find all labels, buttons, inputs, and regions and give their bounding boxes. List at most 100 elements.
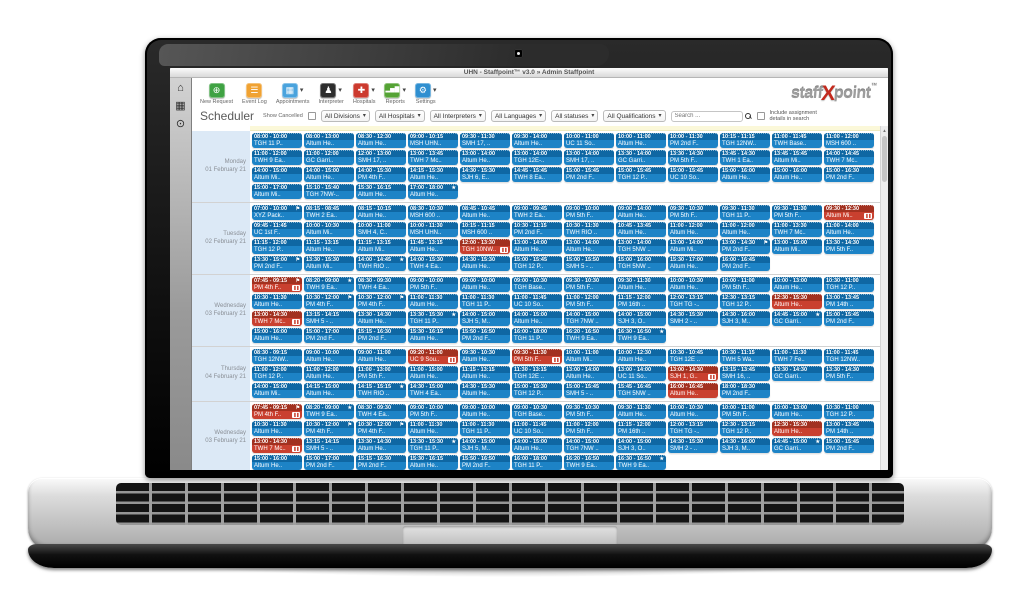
- appointment-chip[interactable]: 11:15 - 12:00 TGH 12 P..: [252, 239, 302, 254]
- appointment-chip[interactable]: 13:30 - 15:30 ★ TGH 11 P..: [408, 311, 458, 326]
- appointment-chip[interactable]: 13:00 - 14:30 ⚑ PM 2nd F..: [720, 239, 770, 254]
- appointment-chip[interactable]: 09:00 - 09:45 TWH 2 Ea..: [512, 205, 562, 220]
- appointment-chip[interactable]: 11:15 - 13:15 Altum He..: [304, 239, 354, 254]
- filter-dropdown-all-languages[interactable]: All Languages ▾: [490, 110, 547, 122]
- appointment-chip[interactable]: 15:30 - 17:00 Altum He..: [668, 256, 718, 271]
- appointment-chip[interactable]: 13:00 - 14:00 Altum He..: [564, 366, 614, 381]
- toolbar-button-interpreter[interactable]: ♟ ▾ Interpreter: [318, 82, 344, 105]
- appointment-chip[interactable]: 15:50 - 16:50 PM 2nd F..: [460, 455, 510, 470]
- appointment-chip[interactable]: 10:00 - 11:00 UC 11 So..: [564, 133, 614, 148]
- appointment-chip[interactable]: 16:30 - 16:50 ★ TWH 9 Ea..: [616, 455, 666, 470]
- appointment-chip[interactable]: 16:00 - 16:45 Altum He..: [668, 383, 718, 398]
- appointment-chip[interactable]: 09:00 - 10:00 Altum He..: [460, 277, 510, 292]
- appointment-chip[interactable]: 10:15 - 11:15 MSH 600 ..: [460, 222, 510, 237]
- appointment-chip[interactable]: 14:30 - 16:00 SJH 3, M..: [720, 438, 770, 453]
- appointment-chip[interactable]: 07:00 - 10:00 ⚑ XYZ Pack..: [252, 205, 302, 220]
- appointment-chip[interactable]: 13:00 - 13:45 PM 14th ..: [824, 421, 874, 436]
- appointment-chip[interactable]: 15:00 - 16:00 Altum He..: [772, 167, 822, 182]
- appointment-chip[interactable]: 11:00 - 12:00 Altum He..: [668, 222, 718, 237]
- appointment-chip[interactable]: 10:30 - 11:30 Altum He..: [252, 294, 302, 309]
- appointment-chip[interactable]: 09:00 - 10:00 PM 5th F..: [564, 205, 614, 220]
- appointment-chip[interactable]: 15:30 - 16:15 Altum He..: [356, 184, 406, 199]
- vertical-scrollbar[interactable]: ▲: [880, 126, 888, 470]
- appointment-chip[interactable]: 11:00 - 11:30 TGH 11 P..: [460, 294, 510, 309]
- appointment-chip[interactable]: 13:15 - 14:15 SMH 5 - ..: [304, 438, 354, 453]
- appointment-chip[interactable]: 11:00 - 11:45 UC 10 So..: [512, 294, 562, 309]
- filter-dropdown-all-hospitals[interactable]: All Hospitals ▾: [374, 110, 425, 122]
- appointment-chip[interactable]: 08:30 - 09:30 TWH 4 Ea..: [356, 277, 406, 292]
- appointment-chip[interactable]: 09:30 - 10:30 PM 5th F..: [564, 404, 614, 419]
- appointment-chip[interactable]: 13:30 - 14:30 Altum He..: [356, 438, 406, 453]
- appointment-chip[interactable]: 13:00 - 14:30 SJH 1, G.. ❚❚: [668, 366, 718, 381]
- appointment-chip[interactable]: 15:00 - 15:50 SMH 5 - ..: [564, 256, 614, 271]
- appointment-chip[interactable]: 16:30 - 16:50 ★ TWH 9 Ea..: [616, 328, 666, 343]
- appointment-chip[interactable]: 13:00 - 14:00 Altum He..: [460, 150, 510, 165]
- home-icon[interactable]: ⌂: [177, 82, 184, 94]
- appointment-chip[interactable]: 09:30 - 10:30 Altum He..: [460, 349, 510, 364]
- appointment-chip[interactable]: 14:15 - 15:15 ★ TWH RIO ..: [356, 383, 406, 398]
- appointment-chip[interactable]: 09:30 - 11:30 SMH 17, ..: [460, 133, 510, 148]
- appointment-chip[interactable]: 11:00 - 11:30 TWH 7 Fe..: [772, 349, 822, 364]
- appointment-chip[interactable]: 15:00 - 15:45 SMH 5 - ..: [564, 383, 614, 398]
- appointment-chip[interactable]: 12:30 - 13:15 TGH 12 P..: [720, 294, 770, 309]
- appointment-chip[interactable]: 11:45 - 13:15 Altum He..: [408, 239, 458, 254]
- appointment-chip[interactable]: 14:15 - 15:30 Altum He..: [408, 167, 458, 182]
- appointment-chip[interactable]: 13:30 - 14:30 PM 5th F..: [824, 366, 874, 381]
- scrollbar-thumb[interactable]: [882, 136, 887, 182]
- appointment-chip[interactable]: 08:00 - 13:00 Altum He..: [304, 133, 354, 148]
- appointment-chip[interactable]: 14:00 - 15:00 Altum He..: [304, 167, 354, 182]
- appointment-chip[interactable]: 11:00 - 12:00 Altum He..: [304, 366, 354, 381]
- appointment-chip[interactable]: 15:00 - 15:45 UC 10 So..: [668, 167, 718, 182]
- appointment-chip[interactable]: 11:00 - 12:00 TWH 9 Ea..: [252, 150, 302, 165]
- appointment-chip[interactable]: 15:00 - 16:00 Altum He..: [252, 455, 302, 470]
- appointment-chip[interactable]: 08:45 - 10:45 Altum He..: [460, 205, 510, 220]
- appointment-chip[interactable]: 11:00 - 13:30 TWH 7 Mc..: [772, 222, 822, 237]
- appointment-chip[interactable]: 10:00 - 11:30 MSH UHN..: [408, 222, 458, 237]
- appointment-chip[interactable]: 10:30 - 11:00 TGH 12 P..: [824, 277, 874, 292]
- chevron-down-icon[interactable]: ▾: [371, 86, 375, 94]
- toolbar-button-event-log[interactable]: ☰ Event Log: [242, 82, 267, 105]
- chevron-down-icon[interactable]: ▾: [402, 86, 406, 94]
- appointment-chip[interactable]: 13:45 - 15:45 Altum Mi..: [772, 150, 822, 165]
- appointment-chip[interactable]: 09:00 - 10:15 MSH UHN..: [408, 133, 458, 148]
- appointment-chip[interactable]: 11:00 - 11:45 TGH 12NW..: [824, 349, 874, 364]
- toolbar-button-new-request[interactable]: ⊕ New Request: [200, 82, 233, 105]
- appointment-chip[interactable]: 14:15 - 15:00 Altum He..: [304, 383, 354, 398]
- appointment-chip[interactable]: 15:00 - 15:45 TGH 12 P..: [616, 167, 666, 182]
- appointment-chip[interactable]: 13:30 - 14:30 GC Garri..: [772, 366, 822, 381]
- appointment-chip[interactable]: 14:00 - 15:00 SJH 5, M..: [460, 438, 510, 453]
- appointment-chip[interactable]: 10:00 - 11:00 SMH 4, C..: [356, 222, 406, 237]
- appointment-chip[interactable]: 10:00 - 12:30 Altum He..: [616, 349, 666, 364]
- search-icon[interactable]: [744, 112, 752, 120]
- appointment-chip[interactable]: 13:00 - 14:00 UC 11 So..: [616, 366, 666, 381]
- appointment-chip[interactable]: 13:00 - 14:00 Altum He..: [564, 239, 614, 254]
- appointment-chip[interactable]: 11:30 - 13:15 TGH 12E ..: [512, 366, 562, 381]
- appointment-chip[interactable]: 15:00 - 15:30 TGH 12 P..: [512, 383, 562, 398]
- appointment-chip[interactable]: 08:00 - 10:00 TGH 11 P..: [252, 133, 302, 148]
- chevron-down-icon[interactable]: ▾: [432, 86, 437, 94]
- toolbar-button-appointments[interactable]: ▦ ▾ Appointments: [276, 82, 309, 105]
- appointment-chip[interactable]: 14:00 - 15:00 SJH 5, M..: [460, 311, 510, 326]
- appointment-chip[interactable]: 13:00 - 13:45 PM 14th ..: [824, 294, 874, 309]
- appointment-chip[interactable]: 07:45 - 09:15 ⚑ PM 4th F.. ❚❚: [252, 277, 302, 292]
- appointment-chip[interactable]: 11:15 - 12:00 PM 16th ..: [616, 421, 666, 436]
- appointment-chip[interactable]: 13:00 - 14:30 TWH 7 Mc.. ❚❚: [252, 438, 302, 453]
- appointment-chip[interactable]: 14:00 - 15:00 TGH 7NW ..: [564, 438, 614, 453]
- appointment-chip[interactable]: 15:15 - 16:30 PM 2nd F..: [356, 455, 406, 470]
- appointment-chip[interactable]: 15:00 - 16:30 PM 2nd F..: [824, 167, 874, 182]
- appointment-chip[interactable]: 13:00 - 14:00 Altum Mi..: [668, 239, 718, 254]
- appointment-chip[interactable]: 10:30 - 10:45 TGH 12E ..: [668, 349, 718, 364]
- appointment-chip[interactable]: 11:00 - 15:00 Altum He..: [408, 366, 458, 381]
- chevron-down-icon[interactable]: ▾: [299, 86, 304, 94]
- appointment-chip[interactable]: 08:20 - 09:00 ★ TWH 9 Ea..: [304, 277, 354, 292]
- appointment-chip[interactable]: 10:30 - 11:30 Altum He..: [252, 421, 302, 436]
- appointment-chip[interactable]: 16:00 - 18:00 TGH 11 P..: [512, 455, 562, 470]
- appointment-chip[interactable]: 15:00 - 16:00 TGH 5NW ..: [616, 256, 666, 271]
- appointment-chip[interactable]: 08:30 - 10:30 MSH 600 ..: [408, 205, 458, 220]
- appointment-chip[interactable]: 13:30 - 15:30 Altum Mi..: [304, 256, 354, 271]
- appointment-chip[interactable]: 10:00 - 13:00 Altum He..: [772, 277, 822, 292]
- appointment-chip[interactable]: 15:00 - 16:00 Altum He..: [720, 167, 770, 182]
- appointment-chip[interactable]: 10:15 - 11:15 TGH 12NW..: [720, 133, 770, 148]
- appointment-chip[interactable]: 17:00 - 18:00 ★ Altum He..: [408, 184, 458, 199]
- appointment-chip[interactable]: 07:45 - 09:15 ⚑ PM 4th F.. ❚❚: [252, 404, 302, 419]
